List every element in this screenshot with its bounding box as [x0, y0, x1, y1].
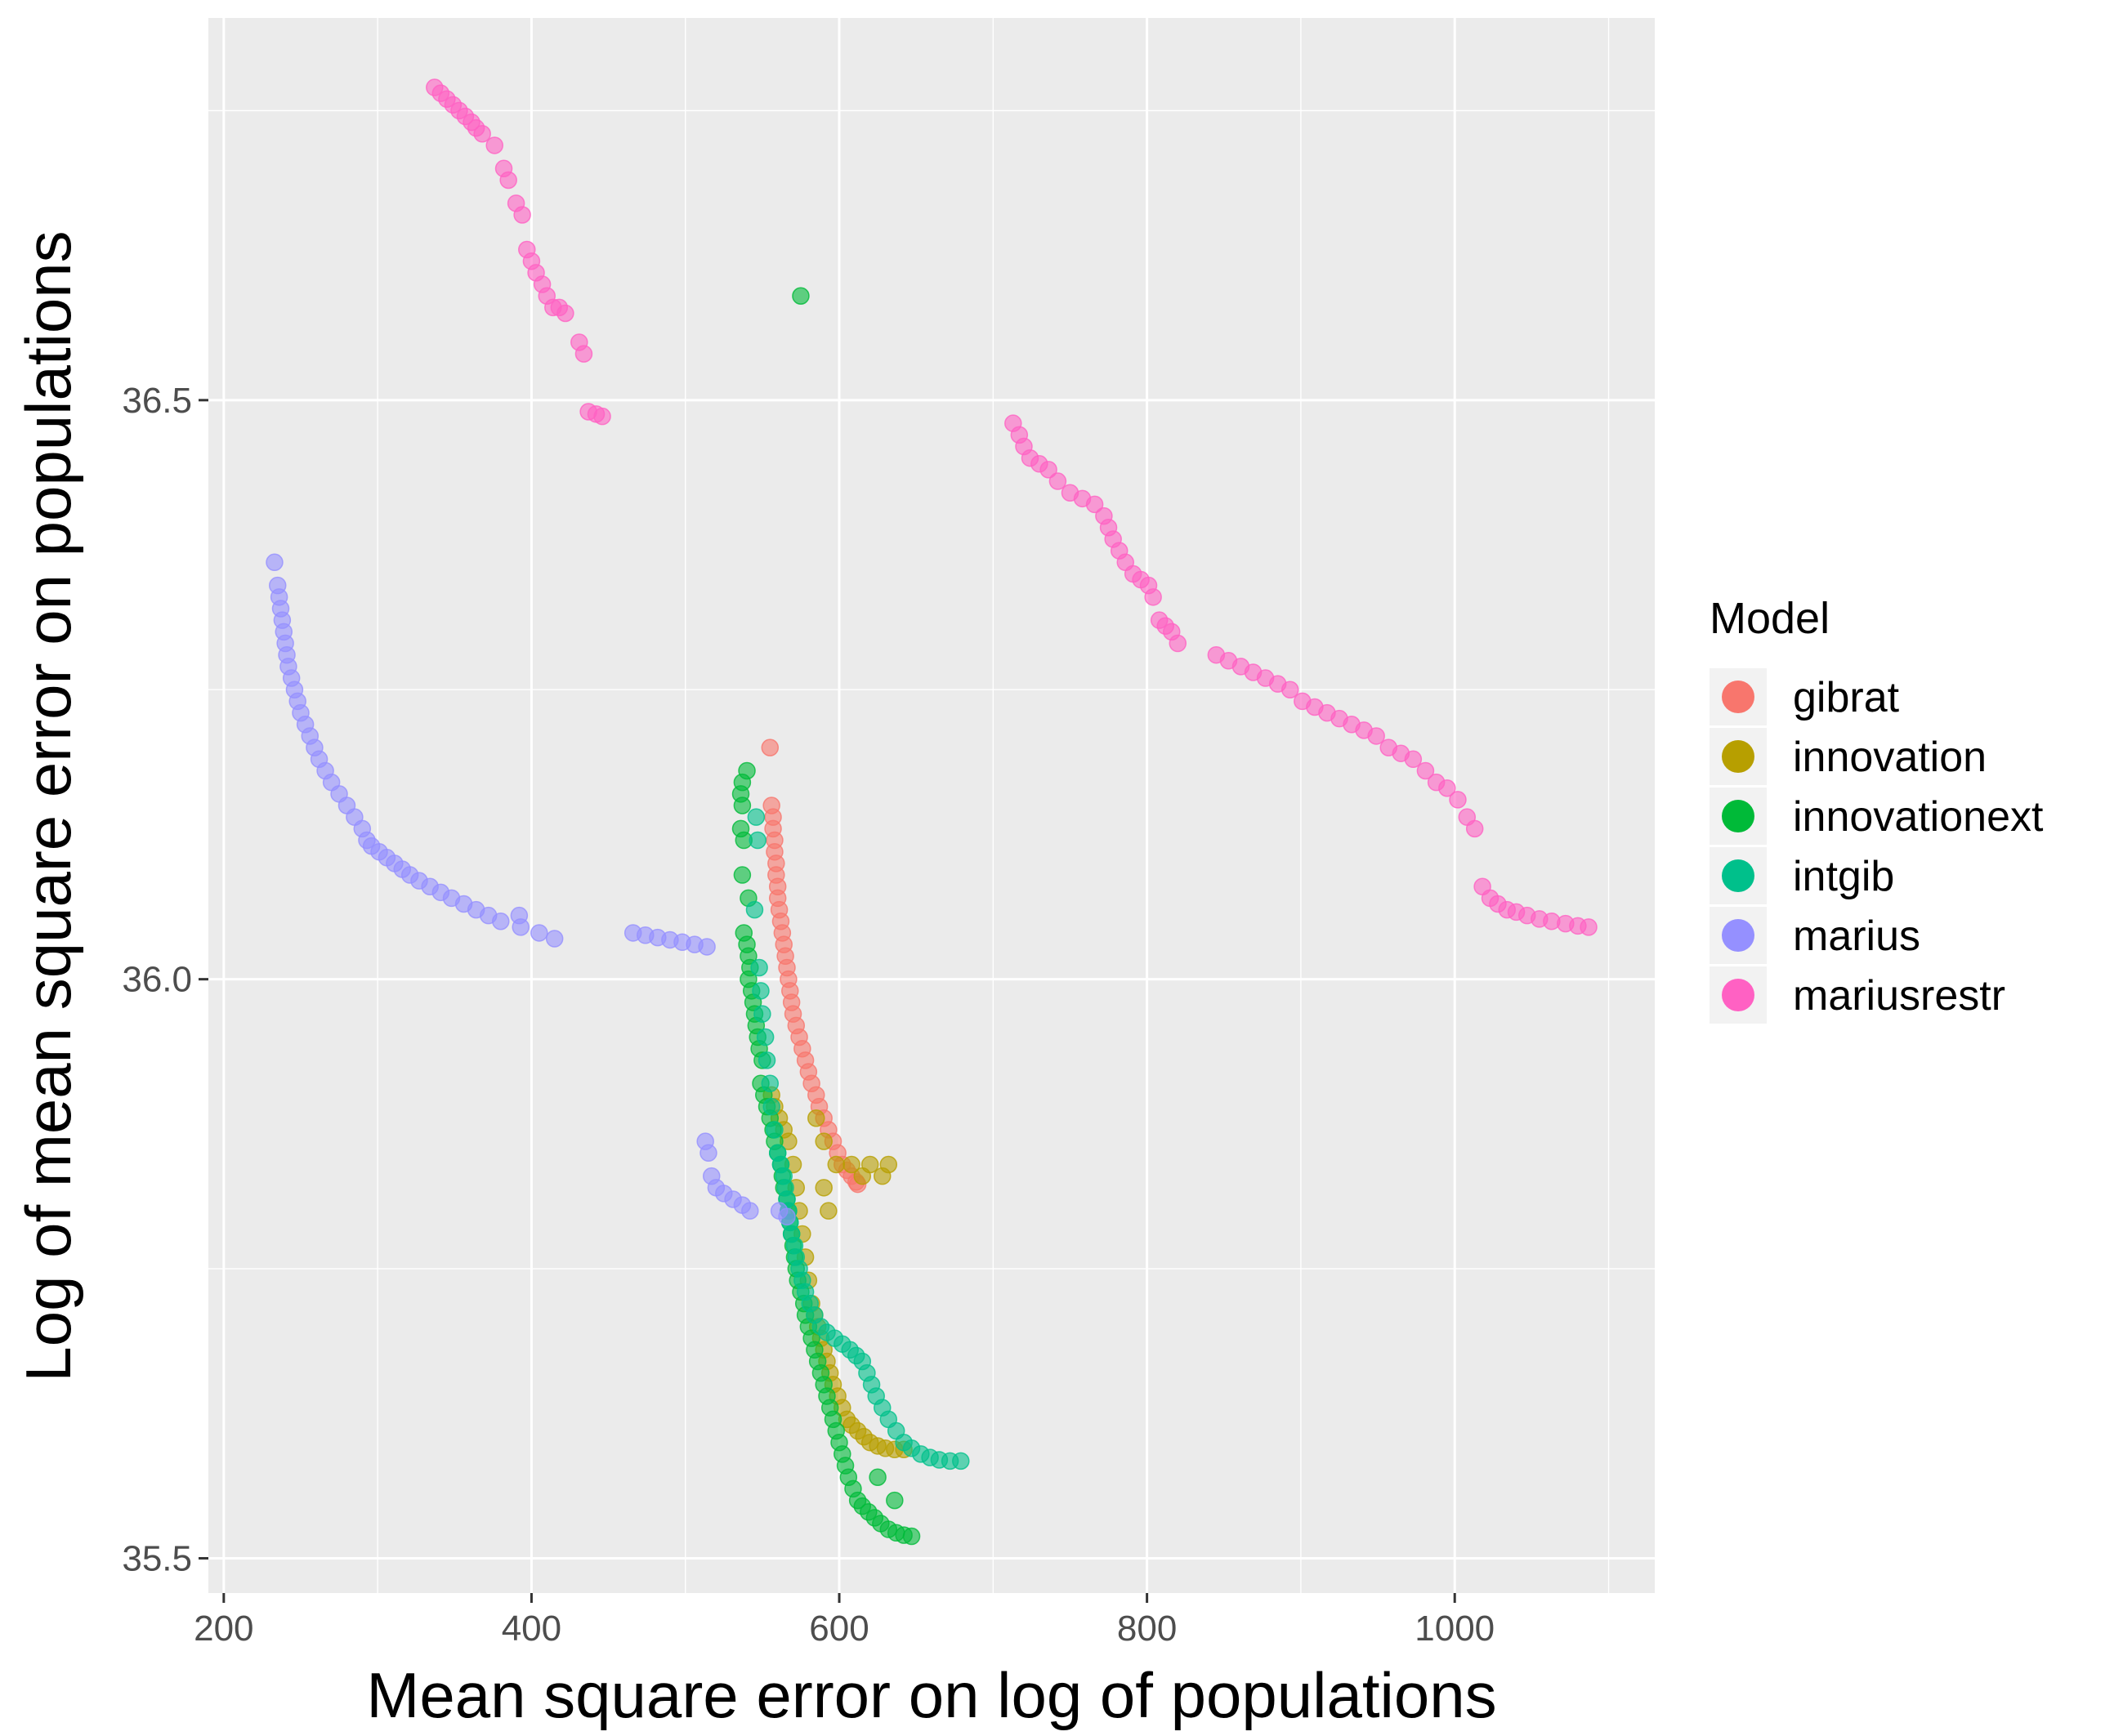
data-point-innovationext	[733, 866, 752, 884]
x-tick-label: 800	[1117, 1609, 1177, 1649]
data-point-mariusrestr	[1404, 750, 1423, 769]
legend-swatch-gibrat	[1722, 681, 1754, 713]
data-point-intgib	[756, 1028, 775, 1047]
data-point-mariusrestr	[574, 345, 593, 363]
data-point-mariusrestr	[485, 136, 503, 154]
data-point-intgib	[750, 958, 768, 977]
data-point-mariusrestr	[1438, 779, 1456, 797]
data-point-mariusrestr	[513, 206, 531, 224]
data-point-innovation	[879, 1155, 898, 1174]
data-point-innovation	[842, 1155, 860, 1174]
legend-label-mariusrestr: mariusrestr	[1793, 972, 2005, 1020]
data-point-intgib	[749, 831, 767, 850]
data-point-marius	[266, 553, 284, 572]
data-point-mariusrestr	[1465, 819, 1484, 838]
data-point-mariusrestr	[1580, 918, 1598, 936]
data-point-marius	[699, 1144, 717, 1163]
data-point-mariusrestr	[593, 407, 611, 426]
data-point-innovationext	[733, 797, 752, 814]
data-point-mariusrestr	[1367, 727, 1385, 745]
data-point-innovationext	[886, 1491, 904, 1510]
data-point-marius	[530, 924, 548, 942]
y-tick-label: 35.5	[122, 1538, 192, 1578]
y-tick-label: 36.5	[122, 381, 192, 421]
data-point-intgib	[766, 1121, 784, 1139]
legend-title: Model	[1710, 594, 1830, 643]
data-point-intgib	[952, 1452, 970, 1470]
data-point-mariusrestr	[556, 304, 574, 323]
data-point-mariusrestr	[1169, 634, 1187, 653]
y-tick-label: 36.0	[122, 960, 192, 1000]
legend: Model gibrat innovation innovationext intgi…	[1710, 594, 2044, 1024]
legend-label-gibrat: gibrat	[1793, 674, 1900, 721]
data-point-mariusrestr	[1449, 791, 1467, 809]
data-point-intgib	[762, 1097, 780, 1116]
legend-swatch-innovationext	[1722, 800, 1754, 832]
y-axis-title: Log of mean square error on populations	[12, 230, 84, 1381]
x-tick-label: 1000	[1415, 1609, 1495, 1649]
x-tick-label: 400	[502, 1609, 561, 1649]
minor-gridlines	[208, 18, 1655, 1593]
data-point-innovation	[815, 1132, 833, 1150]
data-point-innovation	[820, 1202, 838, 1220]
data-point-marius	[510, 906, 529, 925]
data-point-mariusrestr	[1144, 588, 1162, 606]
data-point-intgib	[753, 1005, 771, 1023]
data-point-mariusrestr	[1281, 681, 1299, 698]
data-point-marius	[545, 930, 564, 948]
x-tick-label: 200	[194, 1609, 253, 1649]
legend-label-marius: marius	[1793, 913, 1920, 960]
data-point-innovation	[815, 1179, 833, 1197]
legend-label-intgib: intgib	[1793, 853, 1894, 900]
data-point-intgib	[761, 1074, 780, 1092]
data-point-gibrat	[761, 739, 780, 756]
legend-swatch-mariusrestr	[1722, 979, 1754, 1011]
data-point-mariusrestr	[1085, 495, 1104, 514]
legend-label-innovation: innovation	[1793, 734, 1987, 781]
axis-ticks	[199, 399, 1456, 1603]
data-point-marius	[698, 938, 716, 956]
data-point-mariusrestr	[1048, 472, 1067, 490]
legend-swatch-intgib	[1722, 859, 1754, 892]
data-point-marius	[778, 1207, 796, 1226]
data-point-innovation	[827, 1155, 846, 1174]
data-point-innovationext	[869, 1468, 887, 1486]
x-axis-title: Mean square error on log of populations	[366, 1659, 1496, 1731]
data-point-marius	[741, 1202, 759, 1220]
data-point-intgib	[752, 982, 770, 1000]
data-point-innovationext	[792, 287, 810, 305]
data-point-intgib	[758, 1051, 776, 1069]
data-points	[266, 78, 1598, 1546]
legend-swatch-innovation	[1722, 740, 1754, 773]
legend-swatch-marius	[1722, 919, 1754, 952]
data-point-mariusrestr	[473, 125, 491, 143]
data-point-mariusrestr	[1416, 761, 1435, 780]
data-point-marius	[492, 913, 510, 930]
data-point-intgib	[745, 900, 764, 919]
data-point-innovationext	[902, 1527, 921, 1546]
data-point-innovation	[860, 1155, 879, 1174]
x-tick-label: 600	[809, 1609, 869, 1649]
data-point-innovation	[807, 1109, 825, 1127]
tick-labels: 200 400 600 800 1000 35.5 36.0 36.5	[122, 381, 1495, 1649]
data-point-mariusrestr	[499, 171, 517, 190]
legend-label-innovationext: innovationext	[1793, 793, 2044, 841]
panel-background	[208, 18, 1655, 1593]
data-point-intgib	[747, 808, 766, 826]
data-point-mariusrestr	[1039, 461, 1057, 479]
